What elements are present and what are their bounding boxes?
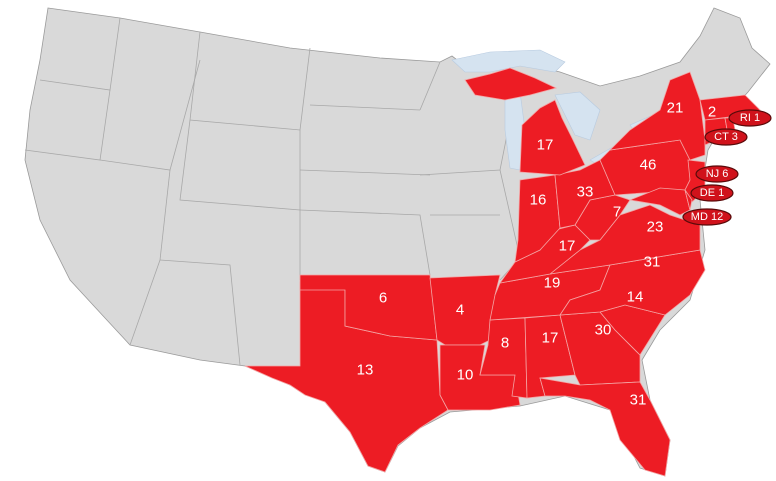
border-az-nm (159, 259, 241, 366)
value-label-ky: 17 (559, 238, 576, 255)
callout-ct: CT 3 (704, 128, 748, 146)
value-label-ms: 8 (501, 335, 509, 352)
lake-superior (451, 49, 566, 73)
callout-bubble (704, 128, 748, 146)
value-label-la: 10 (457, 367, 474, 384)
value-label-mi: 17 (537, 137, 554, 154)
value-label-in: 16 (530, 192, 547, 209)
border-sd-ne (299, 169, 431, 176)
value-label-tn: 19 (544, 275, 561, 292)
callout-nj: NJ 6 (695, 165, 739, 183)
callout-text: RI 1 (740, 112, 760, 124)
state-miu (464, 67, 558, 101)
callout-de: DE 1 (690, 184, 734, 202)
value-label-wv: 7 (613, 204, 621, 221)
border-ne-ks (299, 209, 431, 276)
value-label-tx: 13 (357, 362, 374, 379)
value-label-fl: 31 (630, 392, 647, 409)
value-label-pa: 46 (640, 157, 657, 174)
callout-text: CT 3 (714, 131, 738, 143)
state-oh (554, 159, 616, 229)
callout-labels: RI 1CT 3 NJ 6 DE 1 MD 12 (682, 109, 772, 226)
state-fl (539, 377, 671, 477)
callout-bubble (695, 165, 739, 183)
callout-bubble (690, 184, 734, 202)
state-ar (429, 274, 501, 346)
callout-text: DE 1 (700, 187, 724, 199)
border-mn (419, 61, 441, 111)
state-la (439, 344, 521, 411)
callout-text: MD 12 (691, 211, 723, 223)
state-nc (559, 249, 706, 316)
border-wy-co (179, 119, 301, 211)
highlighted-states (244, 67, 761, 477)
value-label-sc: 14 (627, 289, 644, 306)
callout-bubble (728, 109, 772, 127)
value-label-va: 23 (647, 219, 664, 236)
state-value-labels: 21 2 46 17 16 33 7 23 17 31 19 14 6 4 8 17 30 13 10 31 (357, 100, 717, 409)
state-mi (519, 99, 586, 176)
lake-huron (554, 91, 601, 141)
value-label-al: 17 (542, 330, 559, 347)
value-label-ar: 4 (456, 302, 464, 319)
value-label-ny: 21 (667, 100, 684, 117)
border-mt (189, 31, 311, 131)
border-nd-sd (309, 104, 421, 111)
callout-text: NJ 6 (706, 168, 729, 180)
value-label-nc: 31 (644, 254, 661, 271)
value-label-ga: 30 (595, 322, 612, 339)
callout-bubble (682, 208, 732, 226)
value-label-ok: 6 (379, 290, 387, 307)
callout-ri: RI 1 (728, 109, 772, 127)
state-de (684, 189, 693, 211)
value-label-oh: 33 (577, 184, 594, 201)
value-label-ma: 2 (708, 104, 716, 121)
state-va (548, 204, 701, 275)
callout-md: MD 12 (682, 208, 732, 226)
